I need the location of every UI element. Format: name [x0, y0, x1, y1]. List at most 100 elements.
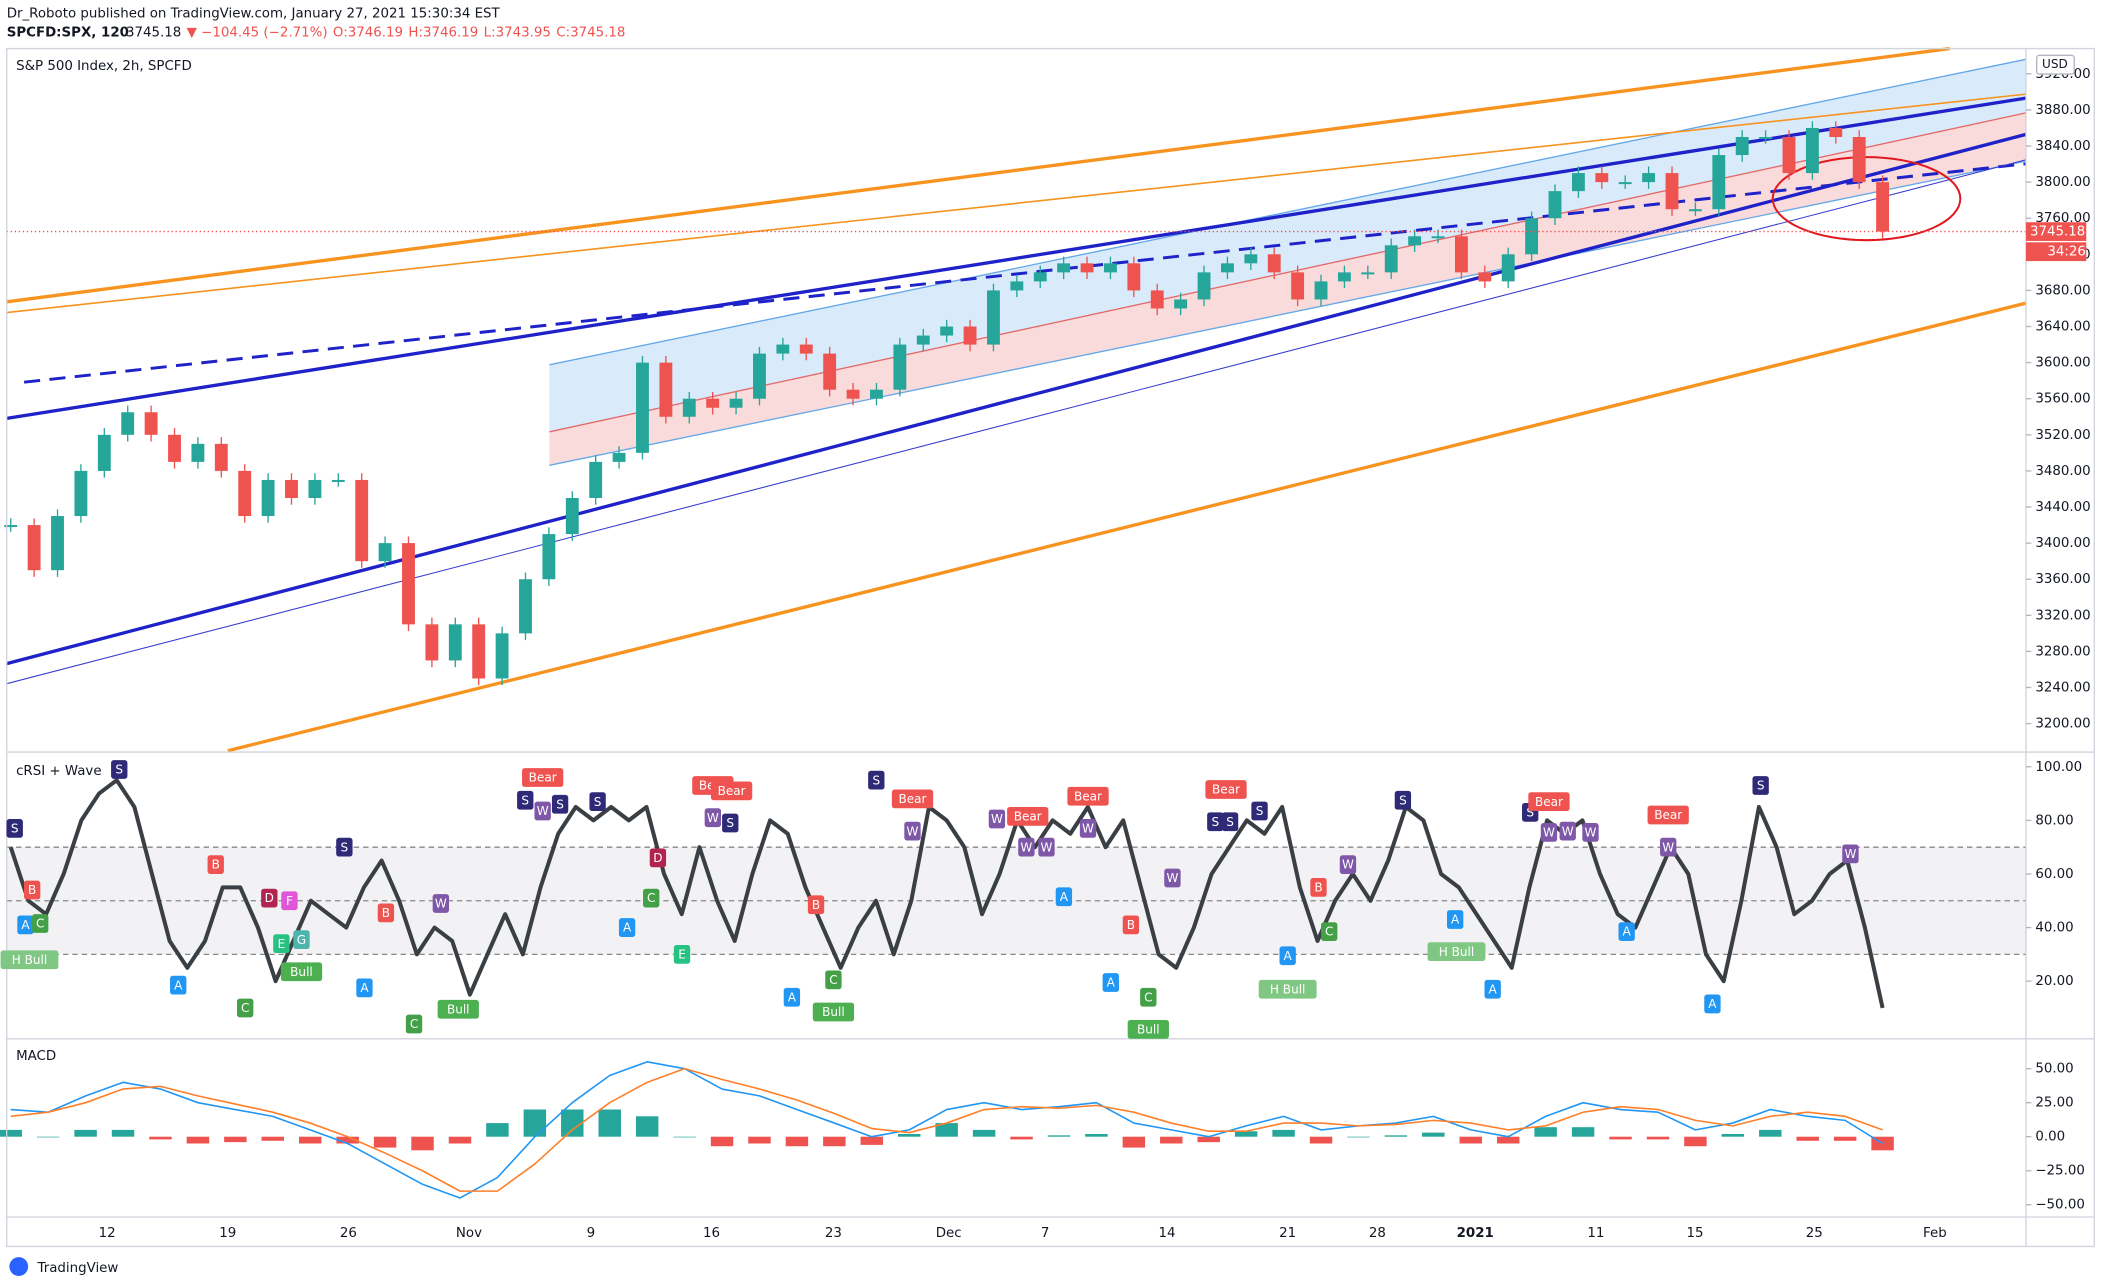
signal-label: S: [341, 840, 349, 854]
candle: [963, 326, 977, 345]
orange-line: [6, 46, 1950, 304]
symbol: SPCFD:SPX, 120: [7, 25, 129, 40]
signal-tag: [377, 903, 395, 923]
candle: [191, 443, 205, 462]
signal-label: W: [907, 824, 919, 838]
y-tick-label: 3520.00: [2035, 428, 2090, 443]
signal-label: B: [1314, 881, 1322, 895]
signal-label: D: [265, 891, 274, 905]
currency: USD: [2042, 57, 2068, 71]
y-tick-label: 20.00: [2035, 974, 2073, 989]
histogram-bar: [186, 1136, 210, 1144]
signal-tag: [868, 770, 885, 790]
candle: [519, 579, 532, 634]
x-tick-label: 28: [1369, 1226, 1386, 1241]
signal-label: C: [647, 891, 655, 905]
y-tick-label: 3480.00: [2035, 464, 2090, 479]
signal-tag: [722, 813, 739, 833]
signal-tag: [1102, 973, 1119, 992]
histogram-bar: [36, 1136, 60, 1138]
histogram-bar: [261, 1136, 285, 1141]
candle: [1548, 191, 1562, 219]
candle: [706, 398, 720, 408]
candle: [1478, 272, 1492, 282]
quote-part: L:3743.95: [484, 25, 551, 40]
candle: [1221, 263, 1234, 273]
signal-label: S: [726, 816, 734, 830]
signal-tag: [1279, 946, 1296, 966]
series-line: [10, 1061, 1884, 1199]
signal-tag: [1164, 868, 1181, 888]
candle: [1501, 254, 1515, 282]
y-tick-label: −50.00: [2035, 1198, 2084, 1213]
x-tick-label: 11: [1587, 1226, 1604, 1241]
candle: [1618, 182, 1632, 185]
histogram-bar: [860, 1136, 884, 1145]
last-price-box: [2025, 222, 2087, 241]
candle: [1408, 236, 1422, 246]
signal-tag: [891, 789, 934, 809]
candle: [1805, 127, 1819, 174]
orange-line: [227, 301, 2027, 753]
histogram-bar: [710, 1136, 734, 1147]
y-tick-label: 25.00: [2035, 1096, 2073, 1111]
candle: [1291, 272, 1305, 300]
signal-tag: [6, 819, 23, 838]
candle: [1454, 236, 1468, 273]
signal-tag: [1704, 994, 1721, 1014]
y-tick-label: 40.00: [2035, 921, 2073, 936]
signal-label: D: [653, 851, 662, 865]
signal-label: Bear: [1014, 810, 1042, 824]
signal-label: E: [678, 948, 686, 962]
candle: [1337, 272, 1351, 282]
signal-label: E: [278, 937, 286, 951]
candle: [378, 543, 392, 562]
y-tick-label: 50.00: [2035, 1062, 2073, 1077]
candle: [589, 461, 603, 498]
signal-label: C: [241, 1001, 249, 1015]
signal-tag: [825, 970, 842, 990]
histogram-bar: [74, 1129, 97, 1137]
signal-tag: [1752, 776, 1769, 795]
candle: [1104, 263, 1117, 273]
signal-tag: [618, 918, 636, 937]
histogram-bar: [748, 1136, 771, 1144]
candle: [1782, 136, 1796, 174]
candle: [27, 525, 41, 571]
signal-label: A: [1060, 890, 1069, 904]
y-tick-label: 3800.00: [2035, 175, 2090, 190]
signal-tag: [1339, 855, 1357, 874]
histogram-bar: [823, 1136, 846, 1147]
histogram-bar: [448, 1136, 472, 1144]
candle: [729, 398, 743, 408]
channel-bottom: [549, 160, 2027, 466]
x-tick-label: 7: [1041, 1226, 1050, 1241]
signal-tag: [1647, 805, 1689, 825]
countdown: 34:26: [2047, 245, 2086, 260]
histogram-bar: [1085, 1133, 1108, 1137]
candle: [168, 434, 181, 462]
signal-label: A: [623, 921, 632, 935]
signal-tag: [1205, 780, 1247, 799]
candle: [799, 344, 813, 354]
histogram-bar: [1010, 1136, 1033, 1140]
histogram-bar: [785, 1136, 809, 1147]
signal-tag: [1540, 823, 1558, 842]
candle: [355, 479, 369, 562]
signal-tag: [649, 848, 667, 868]
y-tick-label: 3680.00: [2035, 283, 2090, 298]
signal-tag: [432, 894, 450, 913]
x-tick-label: 15: [1686, 1226, 1703, 1241]
channel-top: [549, 58, 2027, 366]
x-tick-label: 26: [340, 1226, 357, 1241]
signal-label: W: [1844, 847, 1856, 861]
y-tick-label: 3240.00: [2035, 681, 2090, 696]
histogram-bar: [0, 1129, 22, 1137]
signal-tag: [280, 962, 323, 982]
frame: [6, 47, 2095, 1248]
signal-label: A: [1623, 925, 1632, 939]
signal-label: A: [788, 990, 797, 1004]
signal-tag: [207, 855, 224, 874]
histogram-bar: [1309, 1136, 1333, 1144]
signal-tag: [1484, 979, 1501, 999]
